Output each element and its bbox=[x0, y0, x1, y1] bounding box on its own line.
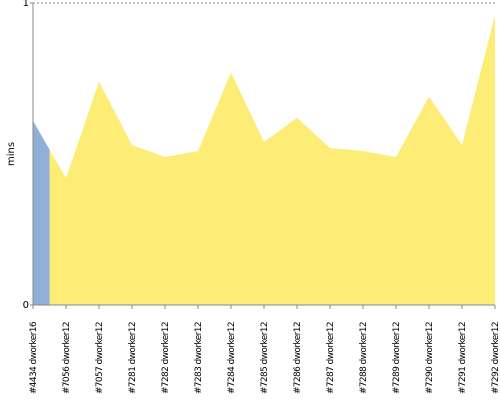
y-tick-label: 1 bbox=[23, 0, 29, 9]
x-tick-label: #7056 dworker12 bbox=[62, 322, 72, 394]
area-segment bbox=[379, 126, 413, 305]
x-tick-label: #7292 dworker12 bbox=[491, 322, 500, 394]
area-segment bbox=[82, 81, 116, 306]
x-tick-label: #7290 dworker12 bbox=[425, 322, 435, 394]
x-tick-label: #7283 dworker12 bbox=[194, 322, 204, 394]
x-tick-label: #7284 dworker12 bbox=[227, 322, 237, 394]
x-tick-label: #7286 dworker12 bbox=[293, 322, 303, 394]
x-tick-label: #7291 dworker12 bbox=[458, 322, 468, 394]
area-segment bbox=[214, 72, 248, 306]
area-segment bbox=[445, 80, 479, 305]
area-segment bbox=[280, 117, 314, 305]
area-segment bbox=[478, 15, 495, 306]
area-segment bbox=[115, 113, 149, 305]
x-tick-label: #7289 dworker12 bbox=[392, 322, 402, 394]
x-tick-label: #7057 dworker12 bbox=[95, 322, 105, 394]
x-tick-label: #7287 dworker12 bbox=[326, 322, 336, 394]
area-segment bbox=[346, 149, 380, 305]
y-tick-label: 0 bbox=[23, 300, 29, 311]
area-segment bbox=[181, 111, 215, 305]
area-segment bbox=[313, 132, 347, 305]
y-axis-label: mins bbox=[6, 142, 17, 166]
area-segment bbox=[247, 107, 281, 305]
area-segment bbox=[412, 96, 446, 306]
x-tick-label: #7285 dworker12 bbox=[260, 322, 270, 394]
x-tick-label: #7282 dworker12 bbox=[161, 322, 171, 394]
x-tick-label: #7288 dworker12 bbox=[359, 322, 369, 394]
area-segment bbox=[33, 120, 50, 305]
area-segment bbox=[148, 150, 182, 305]
x-tick-label: #7281 dworker12 bbox=[128, 322, 138, 394]
x-tick-label: #4434 dworker16 bbox=[29, 321, 39, 394]
area-segment bbox=[49, 129, 83, 305]
